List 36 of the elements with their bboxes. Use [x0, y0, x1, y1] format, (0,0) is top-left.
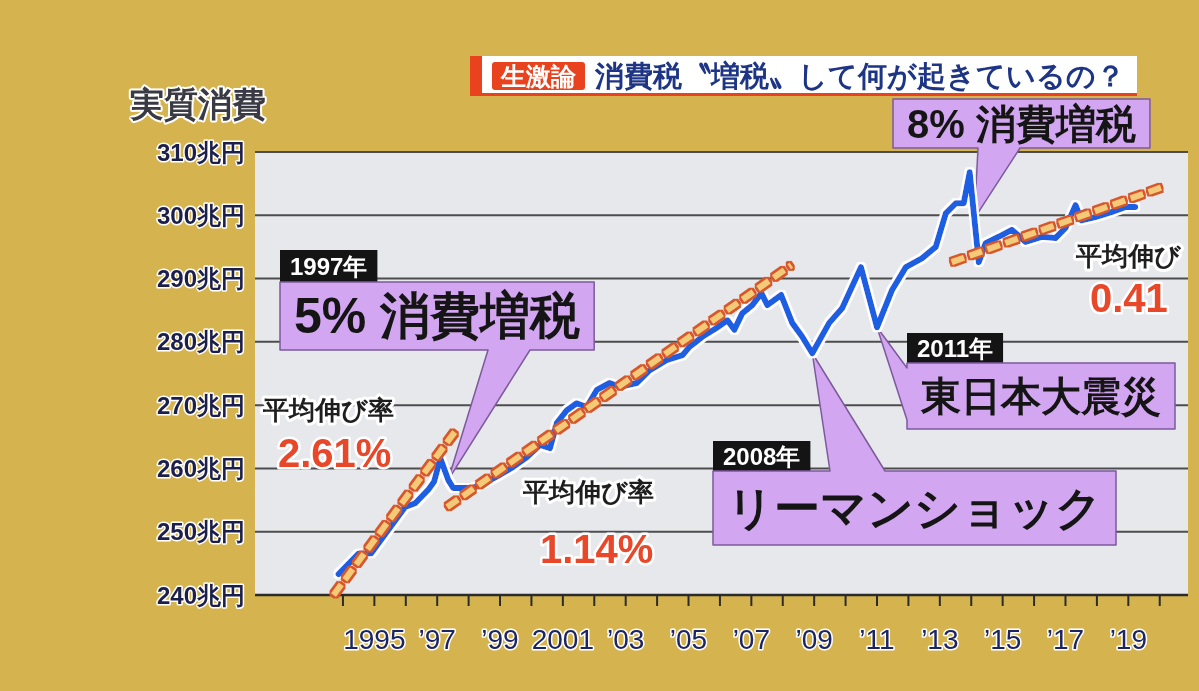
annotation: 2008年 [723, 442, 801, 470]
annotation: 東日本大震災 [920, 374, 1161, 418]
y-axis-title: 実質消費 [129, 85, 266, 123]
x-tick-label: ’19 [1109, 623, 1147, 655]
x-tick-label: ’03 [607, 623, 645, 655]
x-tick-label: ’99 [481, 623, 519, 655]
chart-subtitle: 生激論 [500, 62, 577, 90]
annotation: リーマンショック [727, 482, 1102, 534]
x-tick-label: 1995 [343, 623, 406, 655]
annotation: 0.41 [1090, 276, 1168, 320]
x-tick-label: ’13 [921, 623, 959, 655]
y-tick-label: 240兆円 [156, 581, 245, 609]
x-tick-label: ’09 [795, 623, 833, 655]
annotation: 平均伸び [1075, 241, 1182, 271]
annotation: 1997年 [290, 252, 368, 280]
x-tick-label: ’17 [1046, 623, 1085, 655]
x-tick-label: ’15 [983, 623, 1022, 655]
annotation: 1.14% [540, 527, 654, 571]
x-tick-label: ’97 [418, 623, 456, 655]
annotation: 2011年 [917, 334, 994, 362]
y-tick-label: 290兆円 [156, 265, 245, 293]
x-tick-label: ’11 [859, 623, 895, 655]
annotation: 平均伸び率 [522, 477, 654, 507]
x-tick-label: 2001 [531, 623, 595, 655]
x-tick-label: ’05 [669, 623, 708, 655]
y-tick-label: 310兆円 [156, 138, 245, 166]
x-tick-label: ’07 [732, 623, 771, 655]
annotation: 2.61% [278, 431, 392, 475]
y-tick-label: 250兆円 [156, 518, 245, 546]
y-tick-label: 300兆円 [156, 201, 245, 229]
y-tick-label: 270兆円 [156, 391, 245, 419]
annotation: 5% 消費増税 [294, 288, 581, 344]
chart-title: 消費税〝増税〟して何が起きているの？ [594, 60, 1125, 92]
y-tick-label: 280兆円 [156, 328, 245, 356]
annotation: 8% 消費増税 [907, 101, 1136, 146]
y-tick-label: 260兆円 [156, 454, 245, 482]
